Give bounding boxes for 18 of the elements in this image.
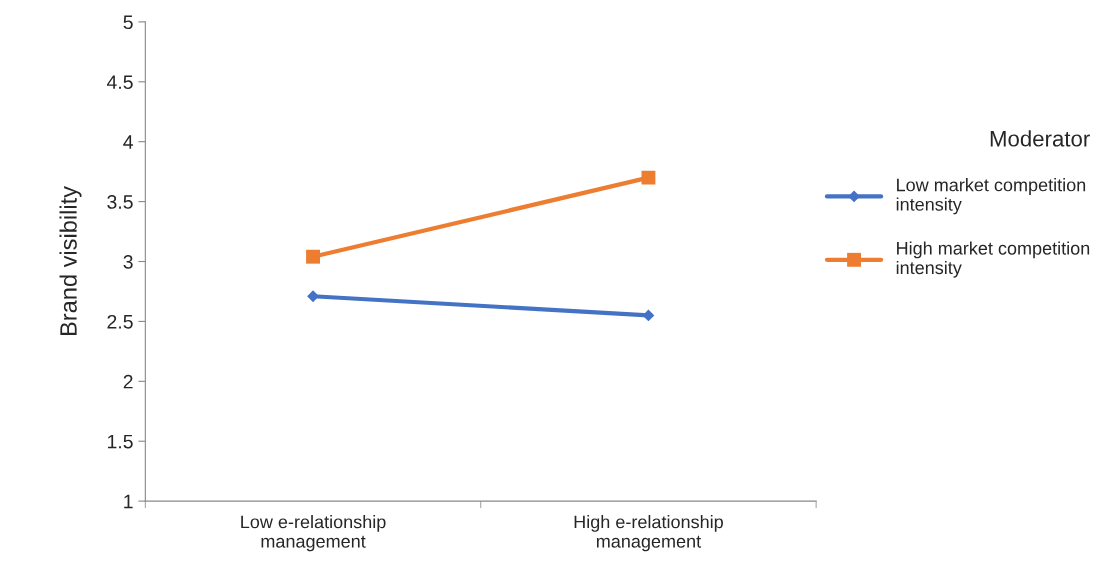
y-tick-label: 1.5 [107,434,133,449]
point [306,249,320,264]
point [307,290,319,303]
y-axis-title: Brand visibility [59,186,82,336]
point [641,170,656,185]
legend-title: Moderator [990,130,1090,147]
y-tick-label: 3.5 [107,195,133,209]
x-tick-label: Low e-relationship management [241,515,386,552]
legend-label: Low market competition intensity [896,178,1086,215]
y-tick-label: 4.5 [106,75,133,90]
y-tick-label: 5 [123,15,133,30]
y-tick-label: 2 [123,374,133,389]
x-tick-label: High e-relationship management [574,515,723,552]
y-tick-label: 4 [123,135,133,149]
legend-label: High market competition intensity [896,241,1090,278]
y-tick-label: 3 [123,254,133,269]
y-tick-label: 1 [124,494,133,509]
y-tick-label: 2.5 [107,314,133,329]
